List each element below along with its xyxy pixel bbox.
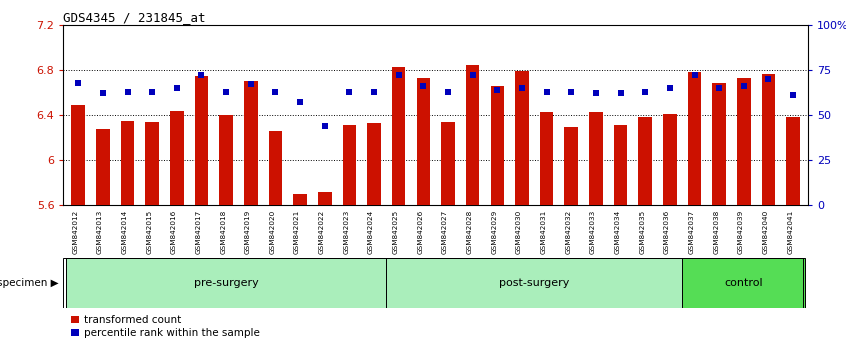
Text: GSM842024: GSM842024 (368, 210, 374, 254)
Point (294, 99, 307, 105)
Bar (66, 258, 387, 308)
Text: GSM842012: GSM842012 (72, 210, 78, 254)
Text: GSM842018: GSM842018 (220, 210, 226, 254)
Point (219, 89, 233, 95)
Point (442, 89, 455, 95)
Text: GSM842015: GSM842015 (146, 210, 152, 254)
Point (564, 89, 578, 95)
Text: GSM842020: GSM842020 (270, 210, 276, 254)
Bar (121, 121, 135, 205)
Bar (146, 122, 159, 205)
Text: post-surgery: post-surgery (499, 278, 569, 288)
Point (515, 85, 529, 91)
Point (761, 76, 775, 82)
Point (195, 73, 208, 78)
Bar (712, 84, 726, 205)
Text: GSM842025: GSM842025 (393, 210, 398, 254)
Bar (515, 71, 529, 205)
Point (639, 89, 652, 95)
Point (318, 123, 332, 129)
Point (614, 91, 628, 96)
Bar (387, 258, 682, 308)
Bar (367, 123, 381, 205)
Text: GSM842036: GSM842036 (664, 210, 670, 254)
Text: GSM842038: GSM842038 (713, 210, 719, 254)
Bar (269, 131, 283, 205)
Text: GSM842031: GSM842031 (541, 210, 547, 254)
Text: GSM842017: GSM842017 (195, 210, 201, 254)
Point (269, 89, 283, 95)
Text: GSM842019: GSM842019 (244, 210, 250, 254)
Bar (589, 112, 602, 205)
Bar (195, 75, 208, 205)
Point (491, 87, 504, 93)
Point (663, 85, 677, 91)
Bar (219, 115, 233, 205)
Bar (416, 78, 430, 205)
Point (466, 73, 480, 78)
Text: GSM842021: GSM842021 (294, 210, 300, 254)
Point (96, 91, 110, 96)
Bar (491, 86, 504, 205)
Point (589, 91, 602, 96)
Text: GSM842022: GSM842022 (319, 210, 325, 254)
Bar (96, 129, 110, 205)
Text: GSM842028: GSM842028 (467, 210, 473, 254)
Bar (466, 65, 480, 205)
Text: GSM842039: GSM842039 (738, 210, 744, 254)
Text: GSM842032: GSM842032 (565, 210, 571, 254)
Point (343, 89, 356, 95)
Bar (442, 122, 455, 205)
Text: GSM842029: GSM842029 (492, 210, 497, 254)
Text: GSM842030: GSM842030 (516, 210, 522, 254)
Text: GSM842016: GSM842016 (171, 210, 177, 254)
Text: GSM842041: GSM842041 (787, 210, 794, 254)
Text: GSM842034: GSM842034 (614, 210, 621, 254)
Text: GSM842013: GSM842013 (97, 210, 103, 254)
Point (392, 73, 405, 78)
Point (787, 92, 800, 98)
Bar (540, 112, 553, 205)
Text: GSM842037: GSM842037 (689, 210, 695, 254)
Point (146, 89, 159, 95)
Bar (318, 192, 332, 205)
Text: GDS4345 / 231845_at: GDS4345 / 231845_at (63, 11, 206, 24)
Bar (663, 114, 677, 205)
Text: GSM842040: GSM842040 (762, 210, 768, 254)
Bar (614, 125, 628, 205)
Bar (170, 110, 184, 205)
Bar (787, 117, 800, 205)
Text: control: control (724, 278, 763, 288)
Point (121, 89, 135, 95)
Text: GSM842014: GSM842014 (122, 210, 128, 254)
Text: pre-surgery: pre-surgery (194, 278, 259, 288)
Bar (639, 117, 652, 205)
Point (71, 80, 85, 85)
Point (416, 83, 430, 89)
Bar (392, 67, 405, 205)
Bar (244, 81, 257, 205)
Point (688, 73, 701, 78)
Bar (688, 72, 701, 205)
Bar (71, 105, 85, 205)
Point (244, 81, 257, 87)
Bar (294, 194, 307, 205)
Point (540, 89, 553, 95)
Bar (761, 74, 775, 205)
Bar (682, 258, 805, 308)
Bar (564, 127, 578, 205)
Point (737, 83, 750, 89)
Text: GSM842023: GSM842023 (343, 210, 349, 254)
Text: GSM842035: GSM842035 (640, 210, 645, 254)
Bar (343, 125, 356, 205)
Text: GSM842033: GSM842033 (590, 210, 596, 254)
Text: GSM842026: GSM842026 (417, 210, 423, 254)
Point (712, 85, 726, 91)
Point (170, 85, 184, 91)
Legend: transformed count, percentile rank within the sample: transformed count, percentile rank withi… (69, 313, 262, 340)
Text: specimen ▶: specimen ▶ (0, 278, 58, 288)
Point (367, 89, 381, 95)
Text: GSM842027: GSM842027 (442, 210, 448, 254)
Bar (737, 78, 750, 205)
